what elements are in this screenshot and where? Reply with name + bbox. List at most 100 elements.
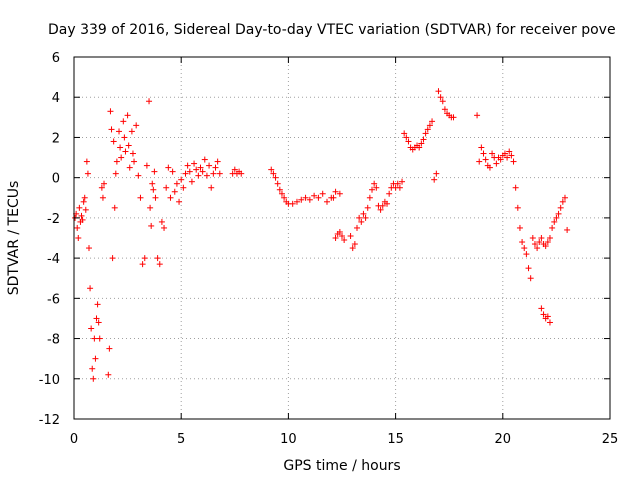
data-point <box>151 168 158 175</box>
data-point <box>210 170 217 177</box>
data-point <box>278 190 285 197</box>
data-point <box>92 355 99 362</box>
data-point <box>450 114 457 121</box>
data-point <box>514 204 521 211</box>
data-point <box>330 194 337 201</box>
data-point <box>439 98 446 105</box>
data-point <box>394 180 401 187</box>
data-point <box>182 170 189 177</box>
data-point <box>546 319 553 326</box>
data-point <box>401 130 408 137</box>
data-point <box>95 319 102 326</box>
data-point <box>482 156 489 163</box>
data-point <box>131 158 138 165</box>
data-point <box>384 200 391 207</box>
data-point <box>555 210 562 217</box>
data-point <box>486 164 493 171</box>
data-point <box>107 108 114 115</box>
data-point <box>319 190 326 197</box>
data-point <box>87 285 94 292</box>
data-point <box>349 245 356 252</box>
data-point <box>78 212 85 219</box>
y-tick-label: -12 <box>39 413 60 428</box>
data-point <box>426 122 433 129</box>
data-point <box>366 194 373 201</box>
data-point <box>508 152 515 159</box>
data-point <box>341 237 348 244</box>
data-point <box>281 194 288 201</box>
data-point <box>403 134 410 141</box>
data-point <box>195 172 202 179</box>
data-point <box>510 158 517 165</box>
y-tick-label: 6 <box>52 51 60 66</box>
data-point <box>536 239 543 246</box>
data-point <box>564 226 571 233</box>
data-point <box>339 232 345 239</box>
data-point <box>371 180 378 187</box>
data-point <box>128 128 135 135</box>
data-point <box>116 128 123 135</box>
data-point <box>112 170 119 177</box>
data-point <box>120 118 127 125</box>
data-point <box>549 224 556 231</box>
data-point <box>544 313 551 320</box>
data-point <box>203 172 210 179</box>
data-point <box>216 170 223 177</box>
data-point <box>105 371 112 378</box>
data-point <box>106 345 113 352</box>
data-point <box>125 142 132 149</box>
data-point <box>122 148 129 155</box>
data-point <box>431 176 438 183</box>
data-point <box>429 118 436 125</box>
data-point <box>212 164 219 171</box>
x-tick-label: 25 <box>602 432 619 447</box>
data-point <box>553 214 560 221</box>
data-point <box>347 232 354 239</box>
data-point <box>523 251 530 258</box>
data-point <box>557 204 564 211</box>
x-tick-label: 5 <box>177 432 185 447</box>
data-point <box>108 126 115 133</box>
data-point <box>504 154 511 161</box>
data-point <box>143 162 150 169</box>
data-point <box>276 186 283 193</box>
data-point <box>81 194 88 201</box>
data-point <box>206 162 213 169</box>
data-point <box>298 196 305 203</box>
data-point <box>379 202 386 209</box>
data-point <box>274 180 281 187</box>
data-point <box>441 106 448 113</box>
data-point <box>544 239 551 246</box>
data-point <box>332 188 339 195</box>
data-point <box>546 235 553 241</box>
data-point <box>133 122 140 129</box>
data-point <box>268 166 275 173</box>
data-point <box>538 235 545 241</box>
data-point <box>231 166 238 173</box>
data-point <box>191 160 198 167</box>
y-tick-label: -6 <box>47 292 60 307</box>
data-point <box>396 184 403 191</box>
data-point <box>76 204 83 211</box>
data-point <box>79 216 86 223</box>
data-points <box>72 88 571 382</box>
data-point <box>512 184 519 191</box>
data-point <box>437 94 444 101</box>
data-point <box>129 150 136 157</box>
y-tick-label: -2 <box>47 212 60 227</box>
data-point <box>199 168 206 175</box>
data-point <box>111 204 118 211</box>
data-point <box>422 130 429 137</box>
data-point <box>527 275 534 282</box>
data-point <box>289 200 296 207</box>
y-tick-label: 0 <box>52 172 60 187</box>
data-point <box>418 140 425 147</box>
data-point <box>149 180 156 187</box>
data-point <box>208 184 215 191</box>
data-point <box>332 235 339 241</box>
data-point <box>540 311 547 318</box>
data-point <box>171 188 178 195</box>
data-point <box>75 235 82 241</box>
data-point <box>178 176 185 183</box>
data-point <box>478 144 485 151</box>
